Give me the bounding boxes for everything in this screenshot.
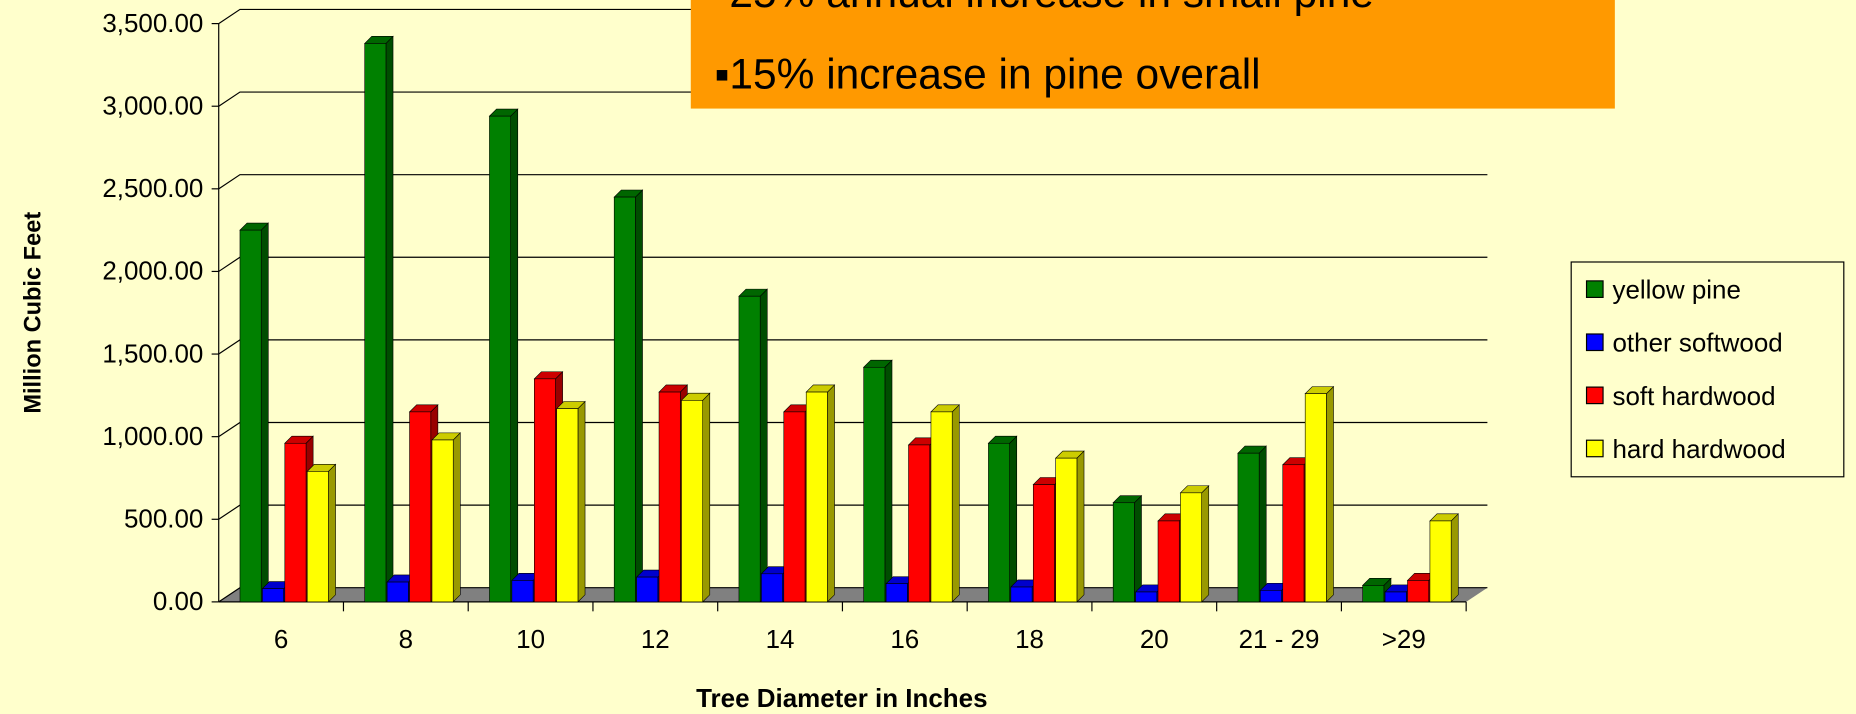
y-tick-label: 500.00 — [124, 504, 203, 534]
annotation-box — [690, 0, 1615, 109]
bar-side — [1450, 513, 1459, 603]
bar — [658, 391, 681, 603]
bar — [1260, 590, 1282, 603]
x-tick-label: 12 — [641, 624, 670, 654]
x-tick-label: 6 — [274, 624, 288, 654]
x-tick-label: >29 — [1382, 624, 1426, 654]
bar — [534, 378, 556, 603]
bar — [783, 411, 806, 603]
bar — [1055, 457, 1078, 603]
bar — [1157, 520, 1180, 603]
bar-side — [260, 222, 269, 603]
bar-side — [328, 463, 336, 603]
bar-side — [827, 384, 835, 603]
bar — [1429, 520, 1452, 603]
legend-swatch — [1585, 386, 1604, 405]
bar — [1304, 393, 1327, 603]
bar — [306, 471, 329, 603]
bar — [1032, 484, 1055, 603]
bar — [1282, 464, 1305, 603]
legend-swatch — [1585, 439, 1604, 458]
bar — [885, 583, 908, 603]
y-tick-label: 3,500.00 — [102, 8, 203, 38]
bar-side — [1201, 485, 1210, 603]
legend — [1570, 261, 1845, 478]
grid-line — [218, 339, 1488, 355]
bar — [556, 408, 579, 603]
bar — [409, 411, 432, 603]
bar — [386, 581, 409, 603]
bar — [738, 295, 761, 603]
x-tick-label: 18 — [1015, 624, 1044, 654]
legend-label: soft hardwood — [1612, 381, 1775, 411]
bar-side — [577, 400, 586, 603]
bar-side — [702, 392, 711, 603]
bar-side — [1326, 385, 1334, 603]
bar-side — [951, 404, 960, 603]
bar — [988, 442, 1010, 603]
bar — [863, 366, 886, 603]
bar — [1407, 580, 1430, 603]
y-tick-label: 2,500.00 — [102, 173, 203, 203]
bar — [681, 400, 704, 603]
bar — [262, 588, 284, 603]
legend-swatch — [1585, 333, 1604, 352]
bar — [284, 442, 307, 603]
bar — [613, 196, 636, 603]
bar — [636, 576, 659, 603]
bar — [761, 573, 783, 603]
bar-side — [1009, 435, 1018, 603]
bar — [1010, 586, 1033, 603]
bar — [908, 444, 931, 603]
bar-side — [759, 288, 768, 603]
annotation: ▪25% annual increase in small pine — [714, 0, 1374, 17]
bar — [1180, 492, 1202, 603]
bar-side — [510, 108, 519, 603]
legend-label: yellow pine — [1612, 275, 1740, 305]
bar — [489, 115, 511, 603]
x-tick-label: 14 — [766, 624, 795, 654]
bar-side — [635, 189, 643, 603]
bar-side — [884, 359, 893, 603]
x-tick-label: 16 — [890, 624, 919, 654]
bar-side — [1134, 494, 1142, 603]
bar — [1384, 591, 1407, 603]
bar-side — [1076, 450, 1085, 603]
x-tick-label: 8 — [399, 624, 413, 654]
grid-line — [218, 256, 1488, 272]
y-tick-label: 1,500.00 — [102, 338, 203, 368]
y-tick-label: 2,000.00 — [102, 256, 203, 286]
bar-side — [452, 432, 461, 603]
x-axis-title: Tree Diameter in Inches — [696, 683, 987, 713]
y-tick-label: 0.00 — [153, 586, 204, 616]
bar — [364, 43, 387, 603]
x-tick-label: 21 - 29 — [1239, 624, 1320, 654]
y-axis-title: Million Cubic Feet — [21, 212, 47, 414]
grid-line — [218, 174, 1488, 190]
bar — [511, 580, 534, 603]
legend-swatch — [1585, 280, 1604, 298]
annotation: ▪15% increase in pine overall — [714, 52, 1260, 99]
grid-line — [218, 421, 1488, 438]
bar-side — [1258, 445, 1267, 603]
x-tick-label: 10 — [516, 624, 545, 654]
legend-label: hard hardwood — [1612, 434, 1785, 464]
y-tick-label: 3,000.00 — [102, 90, 203, 120]
bar — [1237, 452, 1260, 603]
bar — [1135, 591, 1158, 603]
bar — [1362, 585, 1385, 603]
x-tick-label: 20 — [1140, 624, 1169, 654]
bar — [805, 391, 828, 603]
bar — [431, 439, 454, 603]
bar-side — [385, 35, 394, 603]
bar — [239, 229, 262, 603]
y-tick-label: 1,000.00 — [102, 421, 203, 451]
bar — [930, 411, 953, 603]
bar — [1112, 502, 1135, 603]
legend-label: other softwood — [1612, 328, 1782, 358]
